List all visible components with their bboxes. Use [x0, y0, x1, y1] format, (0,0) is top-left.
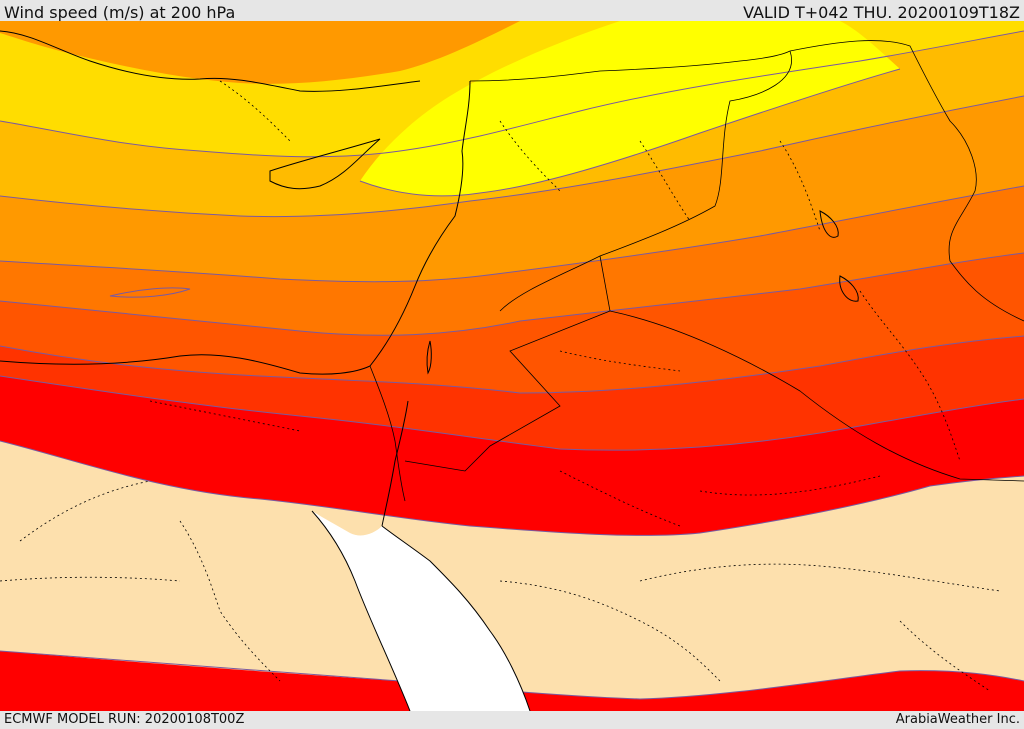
map-canvas: [0, 21, 1024, 711]
model-run-label: ECMWF MODEL RUN: 20200108T00Z: [4, 712, 245, 727]
coastlines: [0, 30, 859, 711]
red-sea: [312, 511, 530, 711]
header-bar: Wind speed (m/s) at 200 hPa VALID T+042 …: [0, 0, 1024, 22]
credit-label: ArabiaWeather Inc.: [895, 712, 1020, 727]
valid-time: VALID T+042 THU. 20200109T18Z: [743, 3, 1020, 22]
province-boundaries: [0, 80, 1001, 692]
footer-bar: ECMWF MODEL RUN: 20200108T00Z ArabiaWeat…: [0, 711, 1024, 729]
wind-band-south-red: [0, 651, 1024, 711]
map-title: Wind speed (m/s) at 200 hPa: [4, 3, 236, 22]
borders: [369, 40, 1024, 502]
wind-band-top-left: [0, 21, 520, 84]
wind-speed-map[interactable]: [0, 21, 1024, 711]
wind-band-yellow-core: [360, 21, 900, 196]
